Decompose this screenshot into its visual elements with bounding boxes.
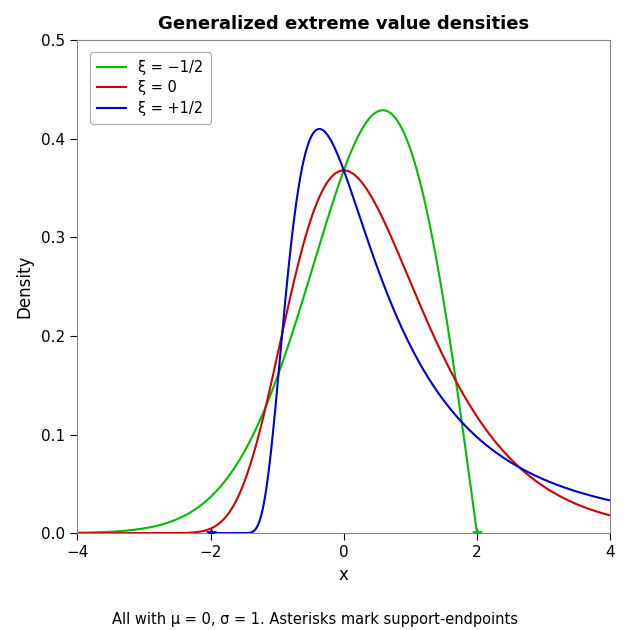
Text: All with μ = 0, σ = 1. Asterisks mark support-endpoints: All with μ = 0, σ = 1. Asterisks mark su… xyxy=(112,612,518,627)
Title: Generalized extreme value densities: Generalized extreme value densities xyxy=(158,15,529,33)
Legend: ξ = −1/2, ξ = 0, ξ = +1/2: ξ = −1/2, ξ = 0, ξ = +1/2 xyxy=(90,52,210,123)
Y-axis label: Density: Density xyxy=(15,255,33,318)
X-axis label: x: x xyxy=(339,566,349,583)
